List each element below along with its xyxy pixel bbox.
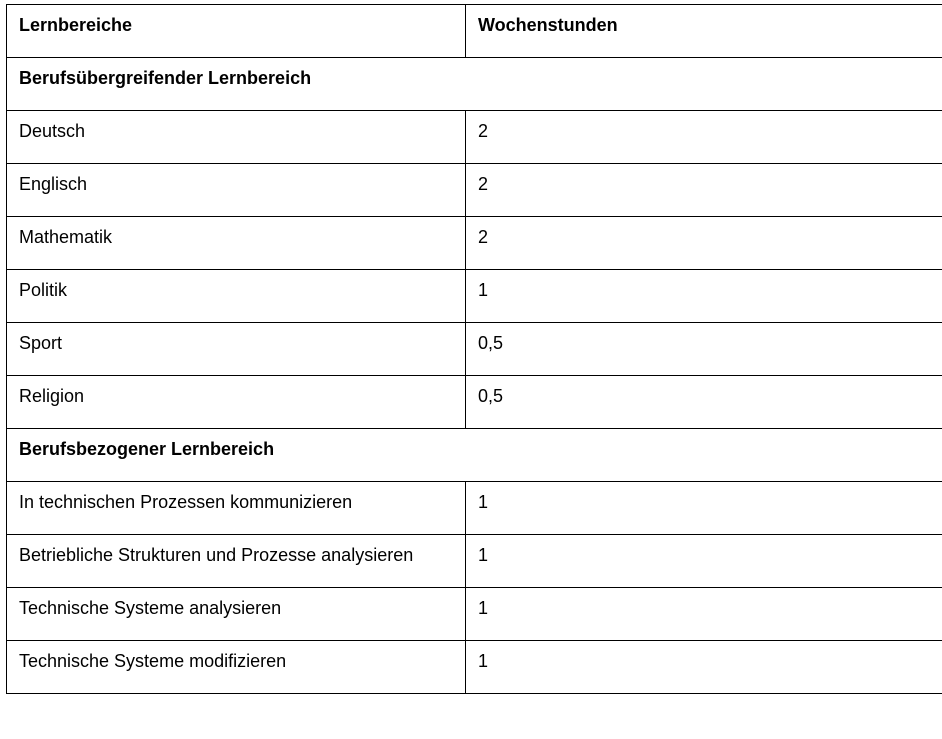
subject-hours: 0,5 — [466, 323, 942, 376]
subject-hours: 1 — [466, 588, 942, 641]
subject-hours: 1 — [466, 482, 942, 535]
section-row: Berufsbezogener Lernbereich — [7, 429, 942, 482]
table-row: Sport 0,5 — [7, 323, 942, 376]
subject-hours: 1 — [466, 535, 942, 588]
table-row: Religion 0,5 — [7, 376, 942, 429]
subject-label: Betriebliche Strukturen und Prozesse ana… — [7, 535, 466, 588]
subject-label: Sport — [7, 323, 466, 376]
table-row: Betriebliche Strukturen und Prozesse ana… — [7, 535, 942, 588]
subject-hours: 2 — [466, 217, 942, 270]
table-row: Deutsch 2 — [7, 111, 942, 164]
header-wochenstunden: Wochenstunden — [466, 5, 942, 58]
subject-label: Politik — [7, 270, 466, 323]
subject-hours: 1 — [466, 270, 942, 323]
curriculum-table: Lernbereiche Wochenstunden Berufsübergre… — [6, 4, 942, 694]
subject-hours: 0,5 — [466, 376, 942, 429]
table-row: Politik 1 — [7, 270, 942, 323]
subject-hours: 1 — [466, 641, 942, 694]
subject-label: Technische Systeme analysieren — [7, 588, 466, 641]
subject-label: Deutsch — [7, 111, 466, 164]
table-row: Englisch 2 — [7, 164, 942, 217]
section-row: Berufsübergreifender Lernbereich — [7, 58, 942, 111]
subject-label: Religion — [7, 376, 466, 429]
subject-label: In technischen Prozessen kommunizieren — [7, 482, 466, 535]
subject-hours: 2 — [466, 164, 942, 217]
section-title-1: Berufsbezogener Lernbereich — [7, 429, 942, 482]
table-header-row: Lernbereiche Wochenstunden — [7, 5, 942, 58]
subject-label: Englisch — [7, 164, 466, 217]
subject-label: Mathematik — [7, 217, 466, 270]
table-row: In technischen Prozessen kommunizieren 1 — [7, 482, 942, 535]
table-row: Mathematik 2 — [7, 217, 942, 270]
subject-hours: 2 — [466, 111, 942, 164]
table-row: Technische Systeme analysieren 1 — [7, 588, 942, 641]
header-lernbereiche: Lernbereiche — [7, 5, 466, 58]
table-row: Technische Systeme modifizieren 1 — [7, 641, 942, 694]
section-title-0: Berufsübergreifender Lernbereich — [7, 58, 942, 111]
subject-label: Technische Systeme modifizieren — [7, 641, 466, 694]
